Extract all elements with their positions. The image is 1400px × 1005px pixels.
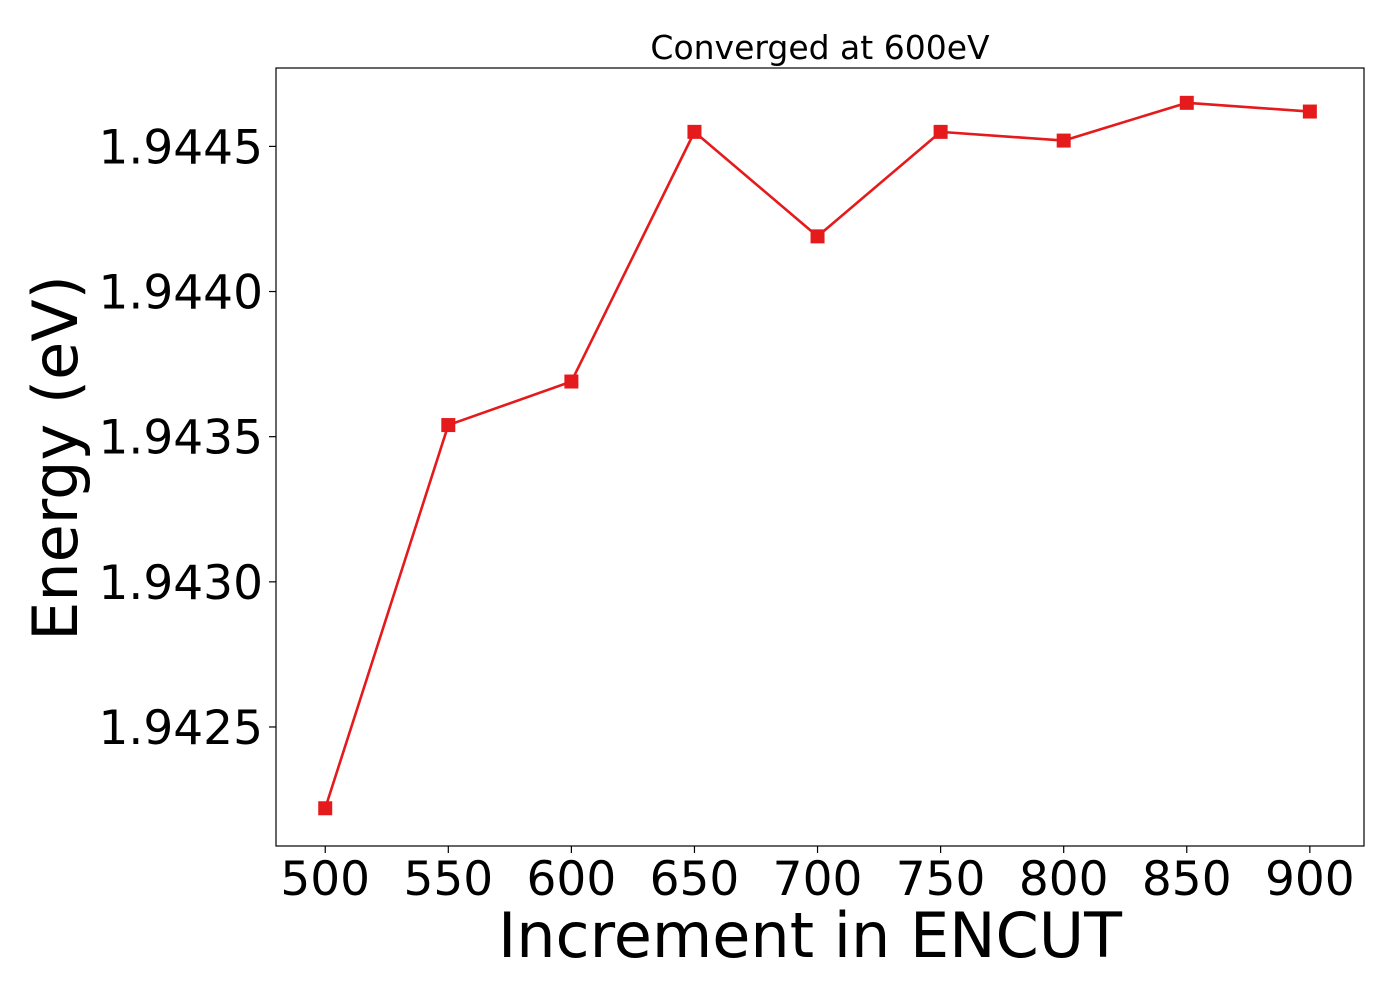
x-axis: 500 550 600 650 700 750 800 850 900 <box>280 846 1355 907</box>
x-tick-label: 650 <box>650 852 740 907</box>
data-point <box>810 229 825 244</box>
data-point <box>1179 95 1194 110</box>
x-tick-label: 750 <box>896 852 986 907</box>
y-axis-label: Energy (eV) <box>19 275 92 641</box>
y-tick-label: 1.9435 <box>99 411 263 466</box>
x-tick-label: 900 <box>1265 852 1355 907</box>
data-point <box>687 124 702 139</box>
chart-title: Converged at 600eV <box>650 28 990 67</box>
plot-series <box>318 95 1317 816</box>
y-tick-label: 1.9425 <box>99 701 263 756</box>
y-tick-label: 1.9430 <box>99 556 263 611</box>
data-point <box>564 374 579 389</box>
x-tick-label: 600 <box>527 852 617 907</box>
x-tick-label: 500 <box>280 852 370 907</box>
x-tick-label: 800 <box>1019 852 1109 907</box>
x-tick-label: 550 <box>403 852 493 907</box>
data-point <box>441 418 456 433</box>
plot-frame <box>275 67 1365 847</box>
y-tick-label: 1.9440 <box>99 266 263 321</box>
x-tick-label: 700 <box>773 852 863 907</box>
x-axis-label: Increment in ENCUT <box>498 899 1123 972</box>
data-point <box>1302 104 1317 119</box>
data-point <box>1056 133 1071 148</box>
y-axis: 1.9425 1.9430 1.9435 1.9440 1.9445 <box>99 120 276 756</box>
data-point <box>318 801 333 816</box>
x-tick-label: 850 <box>1142 852 1232 907</box>
data-point <box>933 124 948 139</box>
y-tick-label: 1.9445 <box>99 120 263 175</box>
series-line <box>323 101 1310 809</box>
